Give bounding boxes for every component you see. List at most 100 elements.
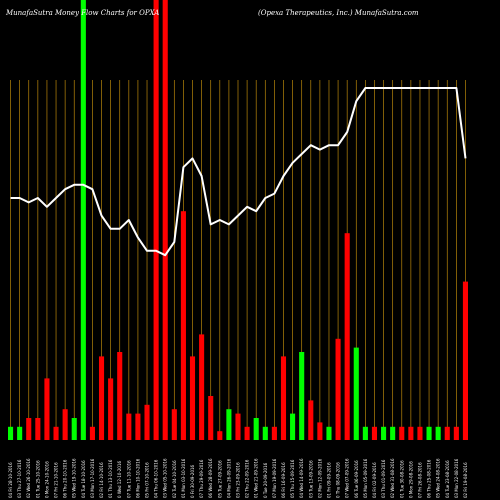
- bar: [390, 426, 396, 440]
- x-tick-label: 03 Wed 05-10-2016: [163, 458, 168, 498]
- bar: [17, 426, 23, 440]
- bar: [262, 426, 268, 440]
- bar-series: [8, 0, 468, 440]
- bar: [199, 334, 205, 440]
- x-tick-label: 06 Wed 28-09-2016: [208, 458, 213, 498]
- x-tick-label: 05 Mon 05-09-2016: [363, 458, 368, 498]
- x-tick-label: 01 Fri 09-09-2016: [326, 462, 331, 498]
- bar: [271, 426, 277, 440]
- x-tick-label: 01 Tue 25-10-2016: [35, 460, 40, 498]
- bar: [371, 426, 378, 440]
- bar: [153, 0, 159, 440]
- x-tick-label: 0 Mon 24-10-2016: [44, 461, 49, 498]
- bar: [462, 281, 468, 440]
- x-tick-label: 0 Mon 29-08-2016: [408, 461, 413, 498]
- x-tick-label: 02 Wed 31-08-2016: [390, 458, 395, 498]
- x-tick-label: 07 Thu 29-09-2016: [199, 459, 204, 498]
- bar: [117, 352, 123, 440]
- bar: [399, 426, 405, 440]
- x-axis-tick-labels: 04 Fri 28-10-2016 03 Thu 27-10-2016 02 Wed…: [8, 458, 468, 498]
- bar: [326, 426, 332, 440]
- bar: [89, 426, 95, 440]
- bar: [162, 0, 168, 440]
- money-flow-line: [10, 87, 467, 257]
- chart-title-left: MunafaSutra Money Flow Charts for OPXA: [5, 9, 159, 17]
- bar: [180, 211, 186, 440]
- x-tick-label: 05 Wed 19-10-2016: [72, 458, 77, 498]
- bar: [244, 426, 250, 440]
- bar: [217, 431, 223, 440]
- bar: [280, 356, 287, 440]
- x-tick-label: 05 Wed 24-08-2016: [436, 458, 441, 498]
- bar: [71, 418, 77, 440]
- bar: [226, 409, 232, 440]
- bar: [362, 426, 368, 440]
- x-tick-label: 04 Thu 06-10-2016: [154, 459, 159, 498]
- x-tick-label: 02 Fri 14-10-2016: [99, 462, 104, 498]
- bar: [108, 378, 114, 440]
- bar: [135, 413, 141, 440]
- x-tick-label: 01 Wed 21-09-2016: [254, 458, 259, 498]
- x-tick-label: 06 Thu 25-08-2016: [427, 459, 432, 498]
- x-tick-label: 03 Mon 22-08-2016: [454, 458, 459, 498]
- x-tick-label: 07 Mon 19-09-2016: [272, 458, 277, 498]
- x-tick-label: 04 Tue 18-10-2016: [81, 460, 86, 498]
- x-tick-label: 06 Tue 06-09-2016: [354, 460, 359, 498]
- chart-title-right: (Opexa Therapeutics, Inc.) MunafaSutra.c…: [258, 9, 419, 17]
- bar: [144, 404, 150, 440]
- x-tick-label: 0 Thu 08-09-2016: [336, 462, 341, 498]
- x-tick-label: 02 Thu 22-09-2016: [245, 459, 250, 498]
- bar: [98, 356, 105, 440]
- x-tick-label: 03 Thu 27-10-2016: [17, 459, 22, 498]
- x-tick-label: 03 Mon 17-10-2016: [90, 458, 95, 498]
- bar: [353, 347, 359, 440]
- bar: [8, 426, 14, 440]
- x-tick-label: 05 Fri 07-10-2016: [145, 462, 150, 498]
- x-tick-label: 02 Tue 04-10-2016: [172, 460, 177, 498]
- x-tick-label: 04 Tue 23-08-2016: [445, 460, 450, 498]
- bar: [44, 378, 50, 440]
- bar: [408, 426, 414, 440]
- x-tick-label: 0 Fri 30-09-2016: [190, 464, 195, 498]
- bar: [417, 426, 423, 440]
- x-tick-label: 06 Mon 10-10-2016: [135, 458, 140, 498]
- x-tick-label: 07 Fri 21-10-2016: [54, 462, 59, 498]
- bar: [444, 426, 450, 440]
- x-tick-label: 07 Fri 26-08-2016: [417, 462, 422, 498]
- x-tick-label: 06 Thu 20-10-2016: [63, 459, 68, 498]
- bar: [435, 426, 441, 440]
- bar: [53, 426, 59, 440]
- x-tick-label: 02 Wed 26-10-2016: [26, 458, 31, 498]
- x-tick-label: 02 Mon 12-09-2016: [317, 458, 322, 498]
- x-tick-label: 07 Tue 11-10-2016: [126, 460, 131, 498]
- bar: [308, 400, 314, 440]
- x-tick-label: 01 Thu 13-10-2016: [108, 459, 113, 498]
- x-tick-label: 05 Tue 27-09-2016: [217, 460, 222, 498]
- x-tick-label: 04 Fri 02-09-2016: [372, 462, 377, 498]
- bar: [253, 418, 259, 440]
- bar: [35, 418, 41, 440]
- x-tick-label: 07 Wed 07-09-2016: [345, 458, 350, 498]
- bar: [208, 396, 214, 440]
- x-tick-label: 02 Fri 19-08-2016: [463, 462, 468, 498]
- x-tick-label: 05 Thu 15-09-2016: [290, 459, 295, 498]
- x-tick-label: 04 Mon 26-09-2016: [226, 458, 231, 498]
- x-tick-label: 01 Tue 30-08-2016: [399, 460, 404, 498]
- bar: [426, 426, 432, 440]
- bar: [344, 233, 350, 440]
- bar: [290, 413, 296, 440]
- bar: [335, 338, 341, 440]
- bar: [126, 413, 132, 440]
- x-tick-label: 03 Thu 01-09-2016: [381, 459, 386, 498]
- bar: [299, 352, 305, 440]
- bar: [62, 409, 68, 440]
- bar: [171, 409, 177, 440]
- bar: [235, 413, 241, 440]
- x-tick-label: 01 Mon 03-10-2016: [181, 458, 186, 498]
- bar: [26, 418, 32, 440]
- x-tick-label: 0 Wed 12-10-2016: [117, 460, 122, 498]
- bar: [317, 422, 323, 440]
- x-tick-label: 04 Fri 28-10-2016: [8, 462, 13, 498]
- x-tick-label: 04 Wed 14-09-2016: [299, 458, 304, 498]
